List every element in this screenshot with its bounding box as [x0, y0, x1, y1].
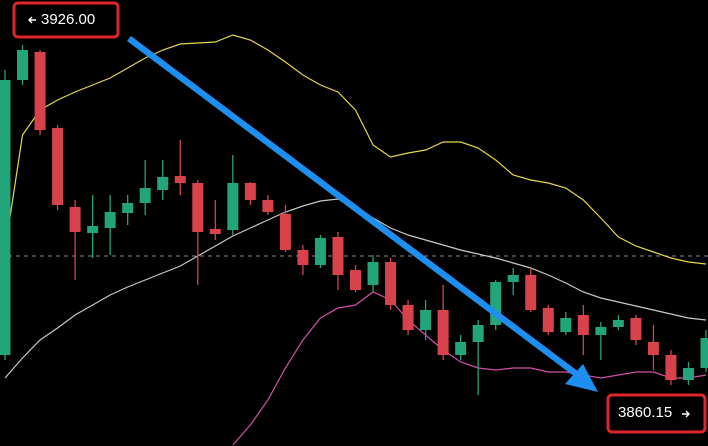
- candle-body: [420, 310, 432, 330]
- candle-body: [560, 318, 572, 332]
- candle-body: [227, 183, 239, 230]
- candle-body: [139, 188, 151, 203]
- candle-body: [682, 368, 694, 380]
- candle-body: [455, 342, 467, 355]
- high-price-label: 3926.00: [41, 11, 95, 28]
- band-line: [4, 34, 707, 265]
- right-arrow-icon: [682, 410, 690, 418]
- candle-body: [0, 80, 11, 355]
- arrow-shaft: [127, 36, 583, 380]
- candle-body: [314, 238, 326, 265]
- candle-body: [34, 52, 46, 130]
- candle-body: [542, 308, 554, 332]
- candle-body: [437, 310, 449, 355]
- candle-body: [367, 262, 379, 285]
- candle-body: [490, 282, 502, 325]
- plot: [0, 34, 708, 446]
- candle-body: [332, 237, 344, 275]
- candle-body: [52, 128, 64, 205]
- candle-body: [577, 315, 589, 335]
- candle-body: [402, 305, 414, 330]
- low-price-label: 3860.15: [618, 404, 672, 421]
- candle-body: [350, 270, 361, 290]
- candle-body: [87, 226, 99, 233]
- candle-body: [69, 207, 81, 232]
- candle-body: [174, 176, 186, 183]
- candle-body: [385, 262, 397, 305]
- candle-body: [122, 203, 134, 213]
- candle-body: [472, 325, 484, 342]
- candle-body: [244, 183, 256, 200]
- candle-body: [630, 318, 642, 340]
- left-arrow-icon: [28, 16, 36, 24]
- candle-body: [192, 183, 204, 232]
- candle-body: [157, 177, 169, 190]
- price-label-box: [12, 1, 120, 39]
- candle-body: [665, 355, 677, 380]
- candle-body: [595, 327, 607, 335]
- candle-body: [612, 320, 624, 327]
- candle-body: [507, 275, 519, 282]
- candle-body: [209, 229, 221, 234]
- candle-body: [525, 275, 537, 310]
- candle-body: [297, 250, 309, 265]
- candle-body: [647, 342, 659, 355]
- arrow-head: [565, 364, 598, 392]
- band-line: [232, 291, 707, 446]
- candle-body: [104, 212, 116, 228]
- candle-body: [700, 338, 708, 368]
- trend-arrow: [127, 36, 598, 392]
- candle-body: [279, 214, 291, 250]
- price-label-box: [606, 393, 707, 434]
- candle-body: [17, 50, 29, 80]
- candle-body: [262, 200, 274, 212]
